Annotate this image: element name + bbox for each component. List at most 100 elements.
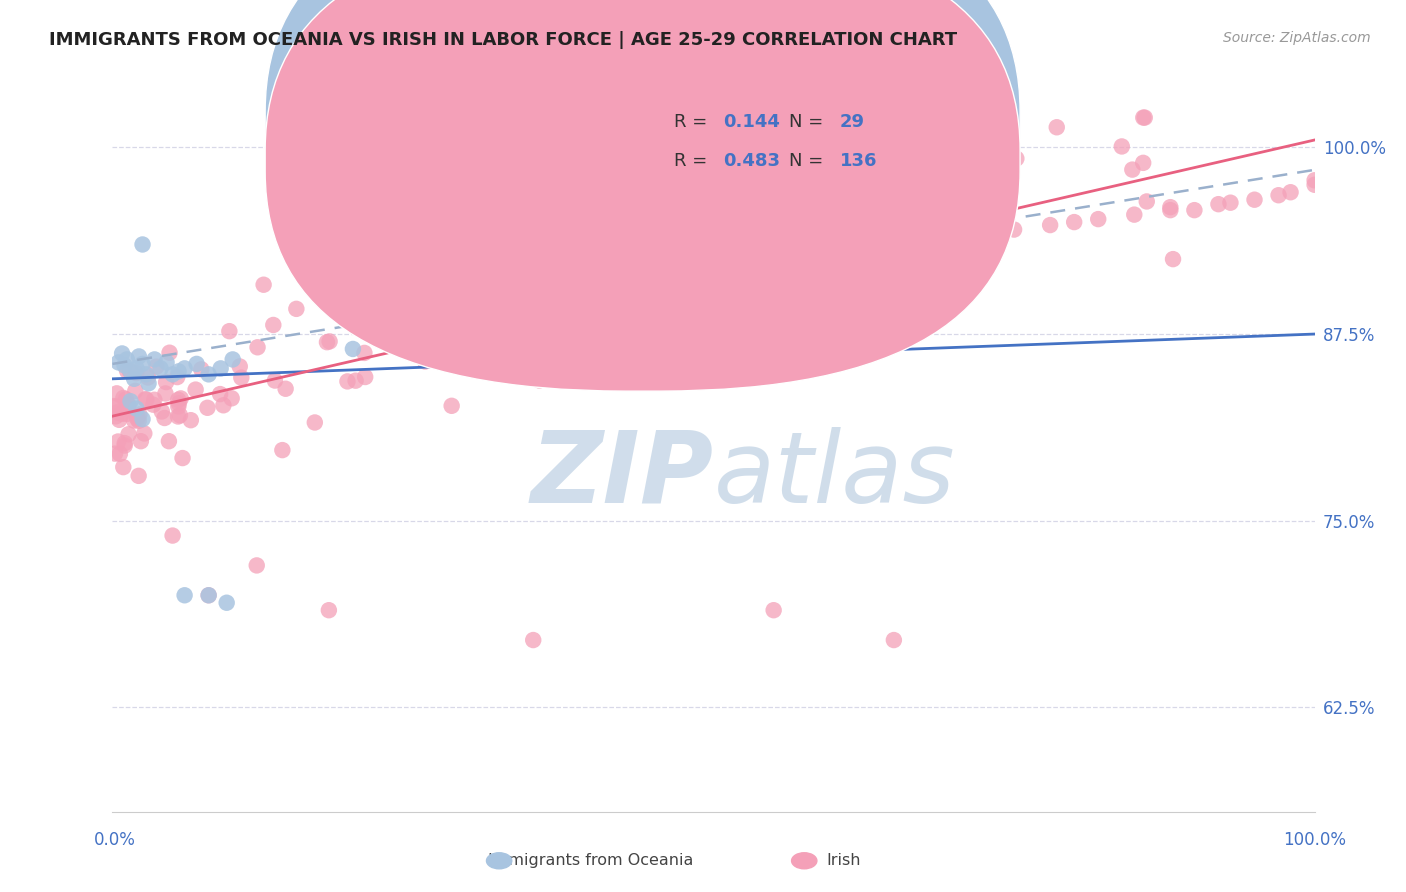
Point xyxy=(1121,162,1143,177)
Point xyxy=(104,447,127,461)
Point xyxy=(1132,156,1154,170)
Point xyxy=(1303,173,1326,187)
Point xyxy=(212,398,235,412)
Point xyxy=(167,392,190,407)
Point xyxy=(1046,120,1069,135)
Point xyxy=(1111,139,1133,153)
Point xyxy=(131,357,153,371)
Point xyxy=(271,443,294,458)
Point xyxy=(136,370,159,384)
Point xyxy=(846,293,869,308)
Point xyxy=(120,394,142,409)
Point xyxy=(1161,252,1184,266)
Point xyxy=(197,368,219,382)
Point xyxy=(118,364,141,378)
FancyBboxPatch shape xyxy=(599,95,912,194)
Point xyxy=(117,398,139,412)
Text: 100.0%: 100.0% xyxy=(1284,831,1346,849)
Point xyxy=(105,405,128,419)
Point xyxy=(122,372,145,386)
Point xyxy=(1123,208,1146,222)
Point xyxy=(335,309,357,323)
Point xyxy=(134,392,156,407)
Point xyxy=(108,413,131,427)
Point xyxy=(979,233,1001,247)
Point xyxy=(762,603,785,617)
Point xyxy=(105,386,128,401)
Point xyxy=(1219,195,1241,210)
Point xyxy=(159,345,181,359)
Point xyxy=(215,596,238,610)
Point xyxy=(153,411,176,425)
Point xyxy=(946,225,969,239)
Point xyxy=(128,468,150,483)
Point xyxy=(117,427,139,442)
Point xyxy=(120,364,142,378)
Point xyxy=(1087,212,1109,227)
Point xyxy=(755,231,778,245)
Point xyxy=(173,588,195,602)
Point xyxy=(143,352,166,367)
Point xyxy=(129,434,152,449)
Point xyxy=(157,434,180,449)
Point xyxy=(231,370,253,384)
Point xyxy=(127,411,149,425)
Point xyxy=(162,528,184,542)
Point xyxy=(104,400,127,414)
Point xyxy=(1005,152,1028,166)
Point xyxy=(1208,197,1230,211)
Point xyxy=(155,386,177,401)
Text: 136: 136 xyxy=(839,152,877,169)
Point xyxy=(128,350,150,364)
Point xyxy=(1133,111,1156,125)
Point xyxy=(125,361,148,376)
Point xyxy=(131,412,153,426)
Point xyxy=(529,374,551,388)
Point xyxy=(883,244,905,259)
Point xyxy=(180,413,202,427)
Point xyxy=(107,355,129,369)
Point xyxy=(186,357,208,371)
Point xyxy=(209,387,232,401)
Point xyxy=(1303,178,1326,192)
Point xyxy=(173,361,195,376)
Point xyxy=(115,352,138,367)
Point xyxy=(316,335,339,350)
Point xyxy=(274,382,297,396)
Point xyxy=(734,202,756,217)
Point xyxy=(229,359,252,374)
Point xyxy=(114,438,136,452)
Text: IMMIGRANTS FROM OCEANIA VS IRISH IN LABOR FORCE | AGE 25-29 CORRELATION CHART: IMMIGRANTS FROM OCEANIA VS IRISH IN LABO… xyxy=(49,31,957,49)
Point xyxy=(221,392,243,406)
Point xyxy=(264,374,287,388)
Text: 0.144: 0.144 xyxy=(723,113,780,131)
Point xyxy=(1159,200,1181,214)
Point xyxy=(108,447,131,461)
Point xyxy=(142,398,165,412)
Point xyxy=(103,399,125,413)
Text: N =: N = xyxy=(789,152,830,169)
Text: 0.483: 0.483 xyxy=(723,152,780,169)
Point xyxy=(285,301,308,316)
Point xyxy=(128,408,150,422)
Point xyxy=(125,401,148,416)
Point xyxy=(112,391,135,405)
Text: Immigrants from Oceania: Immigrants from Oceania xyxy=(488,854,693,868)
Point xyxy=(522,633,544,648)
Point xyxy=(115,364,138,378)
Point xyxy=(1132,111,1154,125)
Point xyxy=(218,324,240,338)
Text: ZIP: ZIP xyxy=(530,426,714,524)
Point xyxy=(167,409,190,424)
Point xyxy=(246,340,269,354)
Point xyxy=(918,248,941,262)
Point xyxy=(197,588,219,602)
Point xyxy=(166,370,188,384)
Text: 29: 29 xyxy=(839,113,865,131)
Point xyxy=(138,376,160,391)
Point xyxy=(134,426,156,441)
Text: R =: R = xyxy=(673,152,713,169)
Point xyxy=(1159,203,1181,218)
Point xyxy=(128,414,150,428)
Point xyxy=(262,318,284,332)
